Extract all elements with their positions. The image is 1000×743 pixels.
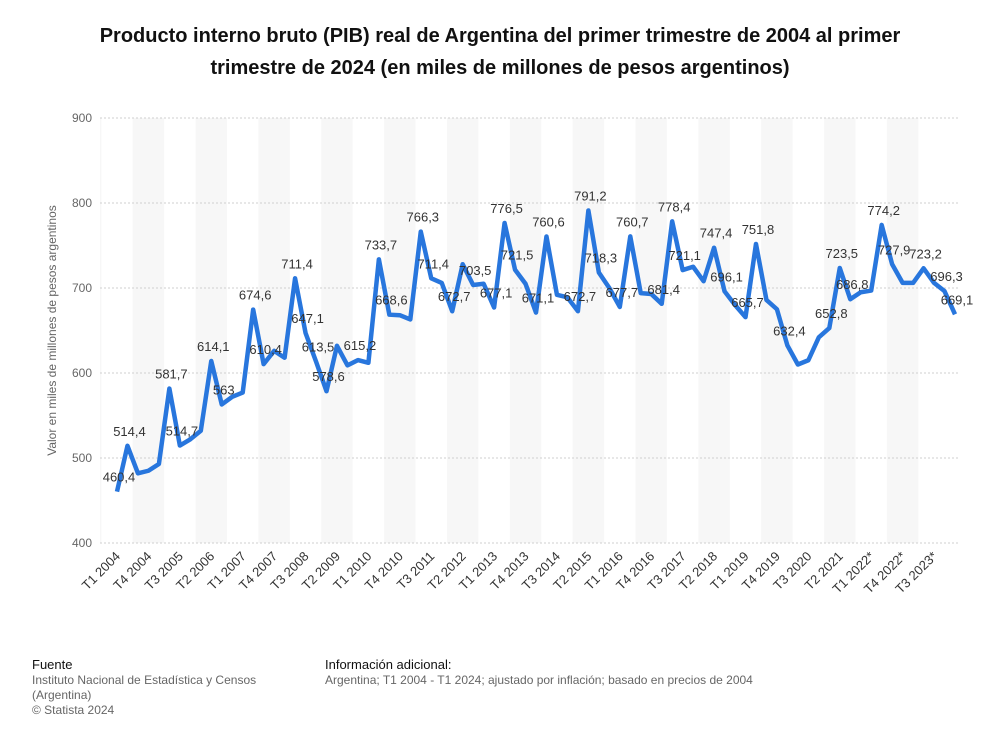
y-tick-label: 800 [72,196,92,210]
data-label: 778,4 [658,199,691,214]
y-axis-label: Valor en miles de millones de pesos arge… [45,205,59,456]
data-label: 723,5 [826,246,859,261]
data-label: 721,5 [501,248,534,263]
band [100,118,102,543]
data-label: 774,2 [867,203,900,218]
band [195,118,227,543]
line [114,208,958,493]
y-tick-label: 600 [72,366,92,380]
band [698,118,730,543]
band [761,118,793,543]
data-label: 674,6 [239,288,272,303]
data-label: 703,5 [459,263,492,278]
band [572,118,605,543]
y-tick-label: 400 [72,536,92,550]
y-tick-label: 700 [72,281,92,295]
data-label: 733,7 [365,237,398,252]
data-label: 672,7 [438,289,471,304]
data-label: 723,2 [909,246,942,261]
source: Instituto Nacional de Estadística y Cens… [32,673,257,702]
band [384,118,416,543]
data-label: 610,4 [249,342,282,357]
copyright: © Statista 2024 [32,703,115,717]
data-label: 677,1 [480,285,513,300]
data-label: 711,4 [417,256,449,271]
source-block: Fuente Instituto Nacional de Estadística… [32,657,292,718]
data-label: 615,2 [344,338,377,353]
data-label: 747,4 [700,226,733,241]
data-label: 696,3 [930,269,963,284]
data-label: 514,4 [113,424,146,439]
band [132,118,165,543]
data-label: 671,1 [522,291,555,306]
data-label: 751,8 [742,222,775,237]
band [886,118,919,543]
info-title: Información adicional: [325,657,452,672]
data-label: 766,3 [407,210,440,225]
data-label: 696,1 [710,269,743,284]
data-label: 460,4 [103,470,136,485]
data-label: 672,7 [564,289,597,304]
data-label: 563 [213,382,235,397]
y-tick-label: 500 [72,451,92,465]
band [635,118,667,543]
data-label: 614,1 [197,339,230,354]
band [258,118,290,543]
data-label: 776,5 [490,201,523,216]
data-label: 677,7 [606,285,639,300]
data-label: 681,4 [647,282,680,297]
data-label: 613,5 [302,340,335,355]
data-label: 718,3 [585,250,618,265]
y-tick-label: 900 [72,111,92,125]
data-label: 686,8 [836,277,869,292]
band [509,118,542,543]
data-label: 632,4 [773,323,806,338]
data-label: 581,7 [155,367,188,382]
data-label: 665,7 [731,295,764,310]
data-label: 514,7 [166,424,199,439]
chart: 400 500 600 700 800 900 Valor en miles de mill… [45,111,974,596]
data-label: 668,6 [375,293,408,308]
band [446,118,479,543]
data-label: 721,1 [668,248,701,263]
data-label: 647,1 [291,311,324,326]
data-label: 760,7 [616,214,649,229]
band [321,118,353,543]
data-label: 578,6 [312,369,345,384]
data-label: 727,9 [878,242,911,257]
data-label: 791,2 [574,188,607,203]
info-block: Información adicional: Argentina; T1 200… [325,657,925,688]
source-title: Fuente [32,657,73,672]
chart-title: Producto interno bruto (PIB) real de Arg… [99,25,901,79]
data-label: 652,8 [815,306,848,321]
data-label: 711,4 [281,256,313,271]
data-label: 760,6 [532,214,565,229]
data-label: 669,1 [941,292,974,307]
info: Argentina; T1 2004 - T1 2024; ajustado p… [325,673,753,687]
